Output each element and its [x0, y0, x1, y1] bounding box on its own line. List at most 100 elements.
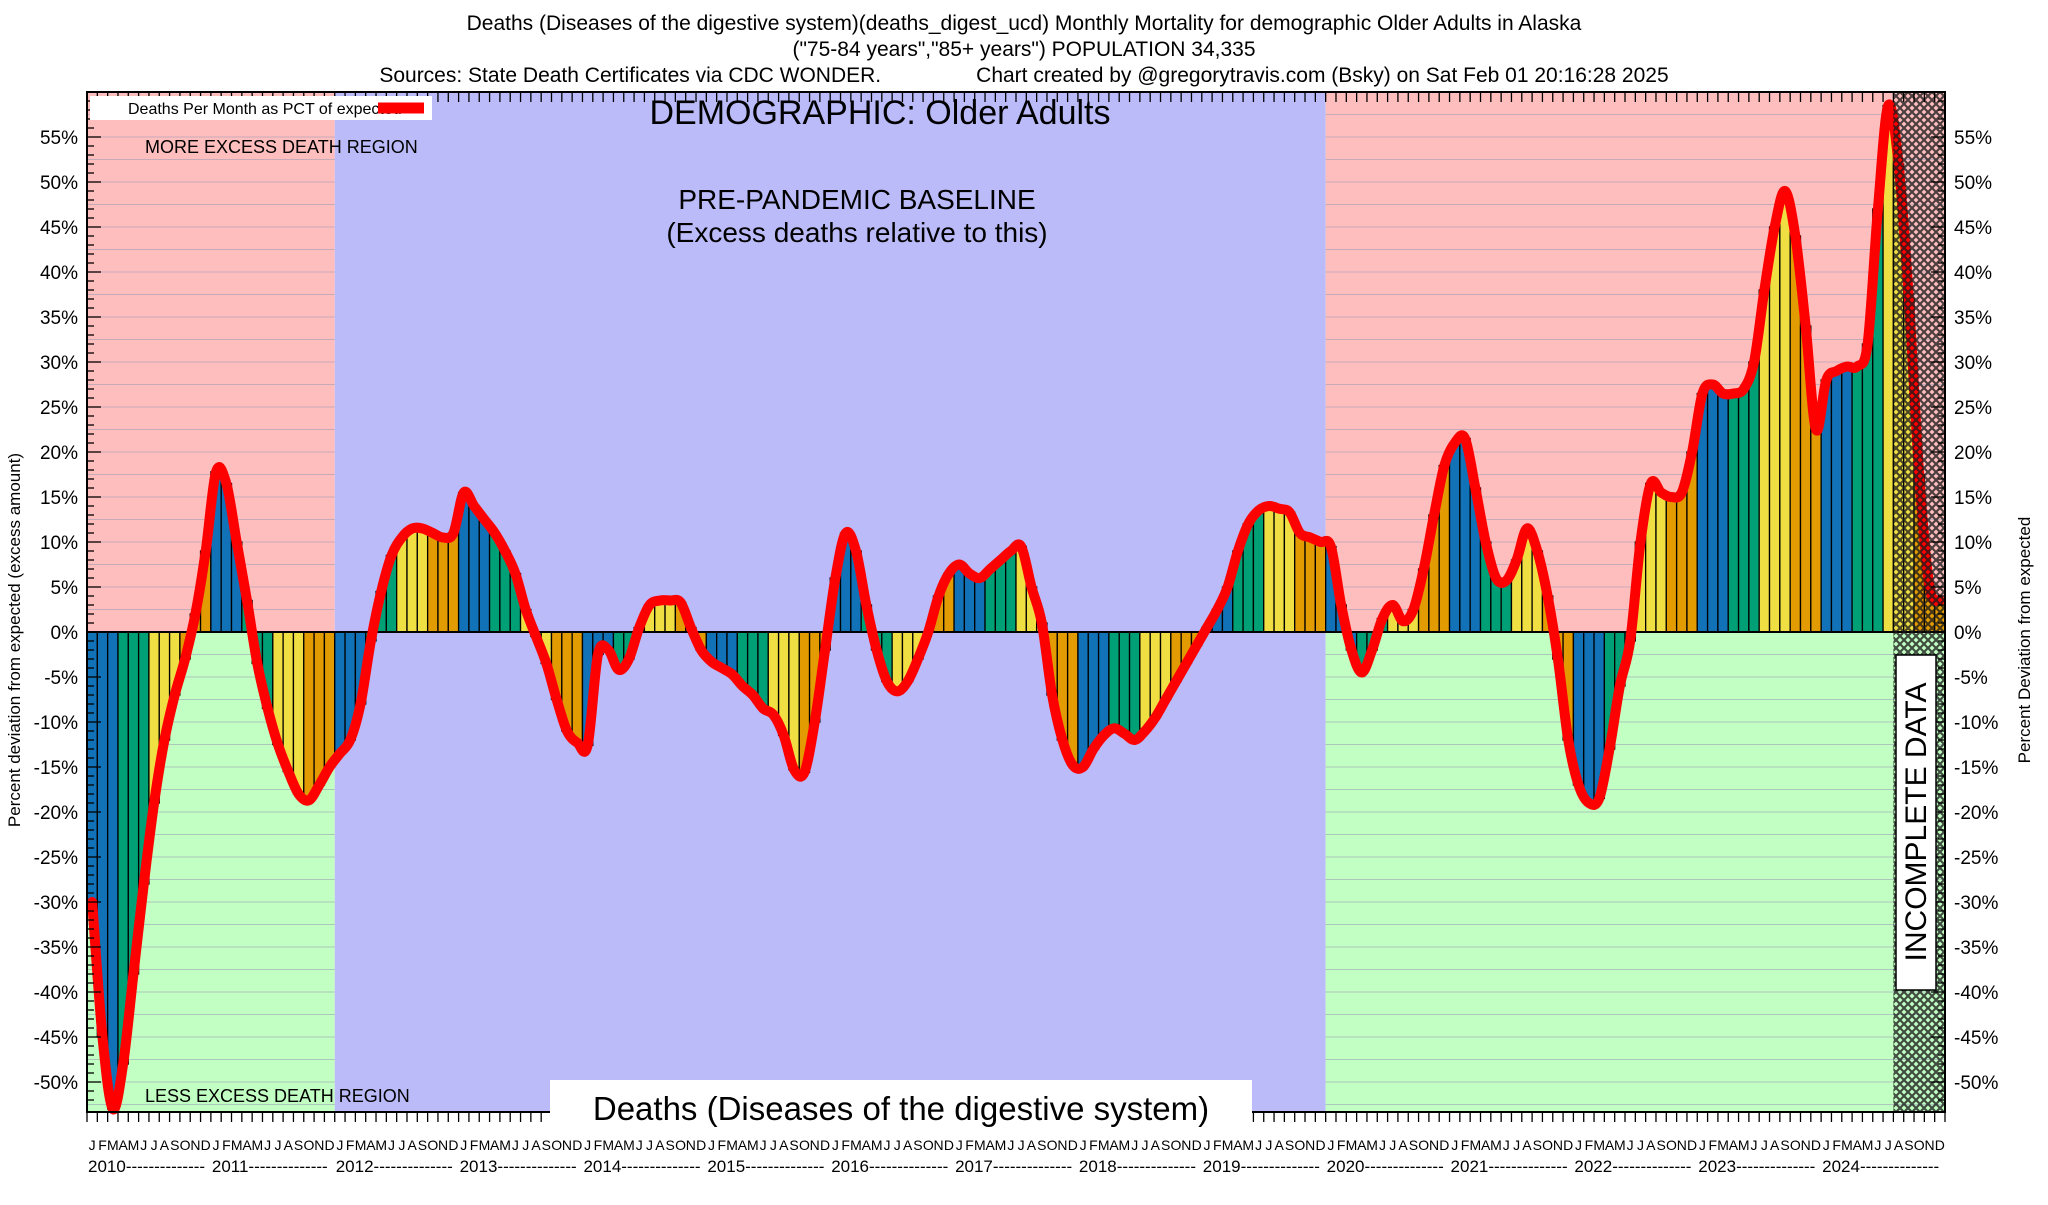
year-label: 2010--------------: [88, 1157, 205, 1176]
month-label: A: [407, 1137, 417, 1153]
bar: [1108, 631, 1120, 729]
bar: [1675, 491, 1688, 633]
month-label: A: [862, 1137, 872, 1153]
bar: [1314, 541, 1327, 633]
month-label: J: [1142, 1137, 1149, 1153]
left-axis-title: Percent deviation from expected (excess …: [5, 453, 24, 827]
month-label: O: [1418, 1137, 1429, 1153]
month-label: J: [894, 1137, 901, 1153]
month-label: D: [1935, 1137, 1945, 1153]
month-label: F: [1213, 1137, 1222, 1153]
month-label: N: [562, 1137, 572, 1153]
month-label: J: [1327, 1137, 1334, 1153]
month-label: M: [1222, 1137, 1234, 1153]
year-label: 2023--------------: [1698, 1157, 1815, 1176]
bar: [1665, 496, 1678, 633]
y-tick-label-right: 55%: [1954, 128, 1992, 149]
bottom-title: Deaths (Diseases of the digestive system…: [593, 1090, 1209, 1127]
month-label: M: [995, 1137, 1007, 1153]
month-label: M: [355, 1137, 367, 1153]
y-tick-label-left: 25%: [40, 398, 78, 419]
bar: [468, 505, 480, 633]
month-label: M: [1614, 1137, 1626, 1153]
month-label: F: [1708, 1137, 1717, 1153]
month-label: M: [1346, 1137, 1358, 1153]
y-tick-label-left: 55%: [40, 128, 78, 149]
month-label: M: [128, 1137, 140, 1153]
year-label: 2014--------------: [583, 1157, 700, 1176]
month-label: M: [871, 1137, 883, 1153]
month-label: A: [1398, 1137, 1408, 1153]
month-label: M: [1738, 1137, 1750, 1153]
demographic-label: DEMOGRAPHIC: Older Adults: [649, 94, 1110, 132]
month-label: J: [140, 1137, 147, 1153]
bar: [1748, 361, 1760, 633]
month-label: D: [696, 1137, 706, 1153]
month-label: S: [1037, 1137, 1046, 1153]
month-label: J: [1513, 1137, 1520, 1153]
month-label: N: [1924, 1137, 1934, 1153]
month-label: N: [1801, 1137, 1811, 1153]
y-tick-label-left: -25%: [34, 848, 78, 869]
month-label: O: [1542, 1137, 1553, 1153]
bar: [1655, 491, 1667, 633]
month-label: N: [810, 1137, 820, 1153]
month-label: J: [1874, 1137, 1881, 1153]
year-label: 2021--------------: [1451, 1157, 1568, 1176]
bar: [953, 563, 966, 633]
month-label: J: [522, 1137, 529, 1153]
month-label: J: [1018, 1137, 1025, 1153]
y-tick-label-left: -35%: [34, 938, 78, 959]
bottom-title-box: [550, 1080, 1252, 1136]
y-tick-label-right: 50%: [1954, 173, 1992, 194]
month-label: A: [1357, 1137, 1367, 1153]
month-label: D: [325, 1137, 335, 1153]
month-label: M: [1366, 1137, 1378, 1153]
bar: [974, 577, 986, 633]
month-label: J: [1007, 1137, 1014, 1153]
bar: [1077, 631, 1089, 768]
y-tick-label-right: -20%: [1954, 803, 1998, 824]
bar: [1500, 580, 1513, 633]
month-label: N: [686, 1137, 696, 1153]
bar: [1706, 383, 1719, 633]
month-label: M: [850, 1137, 862, 1153]
month-label: J: [1451, 1137, 1458, 1153]
month-label: N: [190, 1137, 200, 1153]
month-label: S: [170, 1137, 179, 1153]
y-tick-label-right: 20%: [1954, 443, 1992, 464]
year-label: 2019--------------: [1203, 1157, 1320, 1176]
y-tick-label-left: 20%: [40, 443, 78, 464]
year-label: 2015--------------: [707, 1157, 824, 1176]
month-label: N: [1057, 1137, 1067, 1153]
y-tick-label-right: -25%: [1954, 848, 1998, 869]
month-label: F: [965, 1137, 974, 1153]
month-label: A: [118, 1137, 128, 1153]
month-label: J: [336, 1137, 343, 1153]
month-label: D: [448, 1137, 458, 1153]
month-label: F: [98, 1137, 107, 1153]
month-label: J: [760, 1137, 767, 1153]
bar: [1263, 505, 1275, 633]
month-label: J: [1255, 1137, 1262, 1153]
bar: [437, 536, 449, 633]
y-tick-labels: -50% -50% -45% -45% -40% -40% -35% -35% -30% -30%…: [34, 128, 1999, 1094]
bar: [1005, 550, 1017, 633]
bar: [1273, 508, 1286, 633]
month-label: S: [418, 1137, 427, 1153]
month-label: A: [366, 1137, 376, 1153]
bar: [1087, 631, 1100, 750]
bar: [406, 527, 418, 633]
y-tick-label-right: -40%: [1954, 983, 1998, 1004]
month-label: D: [820, 1137, 830, 1153]
bar: [994, 559, 1007, 633]
month-label: J: [1379, 1137, 1386, 1153]
bar: [1737, 388, 1750, 633]
month-label: J: [1885, 1137, 1892, 1153]
y-tick-label-left: -45%: [34, 1028, 78, 1049]
bar: [1768, 226, 1781, 633]
pre-pandemic-label-2: (Excess deaths relative to this): [666, 217, 1047, 248]
bar: [1118, 631, 1131, 735]
